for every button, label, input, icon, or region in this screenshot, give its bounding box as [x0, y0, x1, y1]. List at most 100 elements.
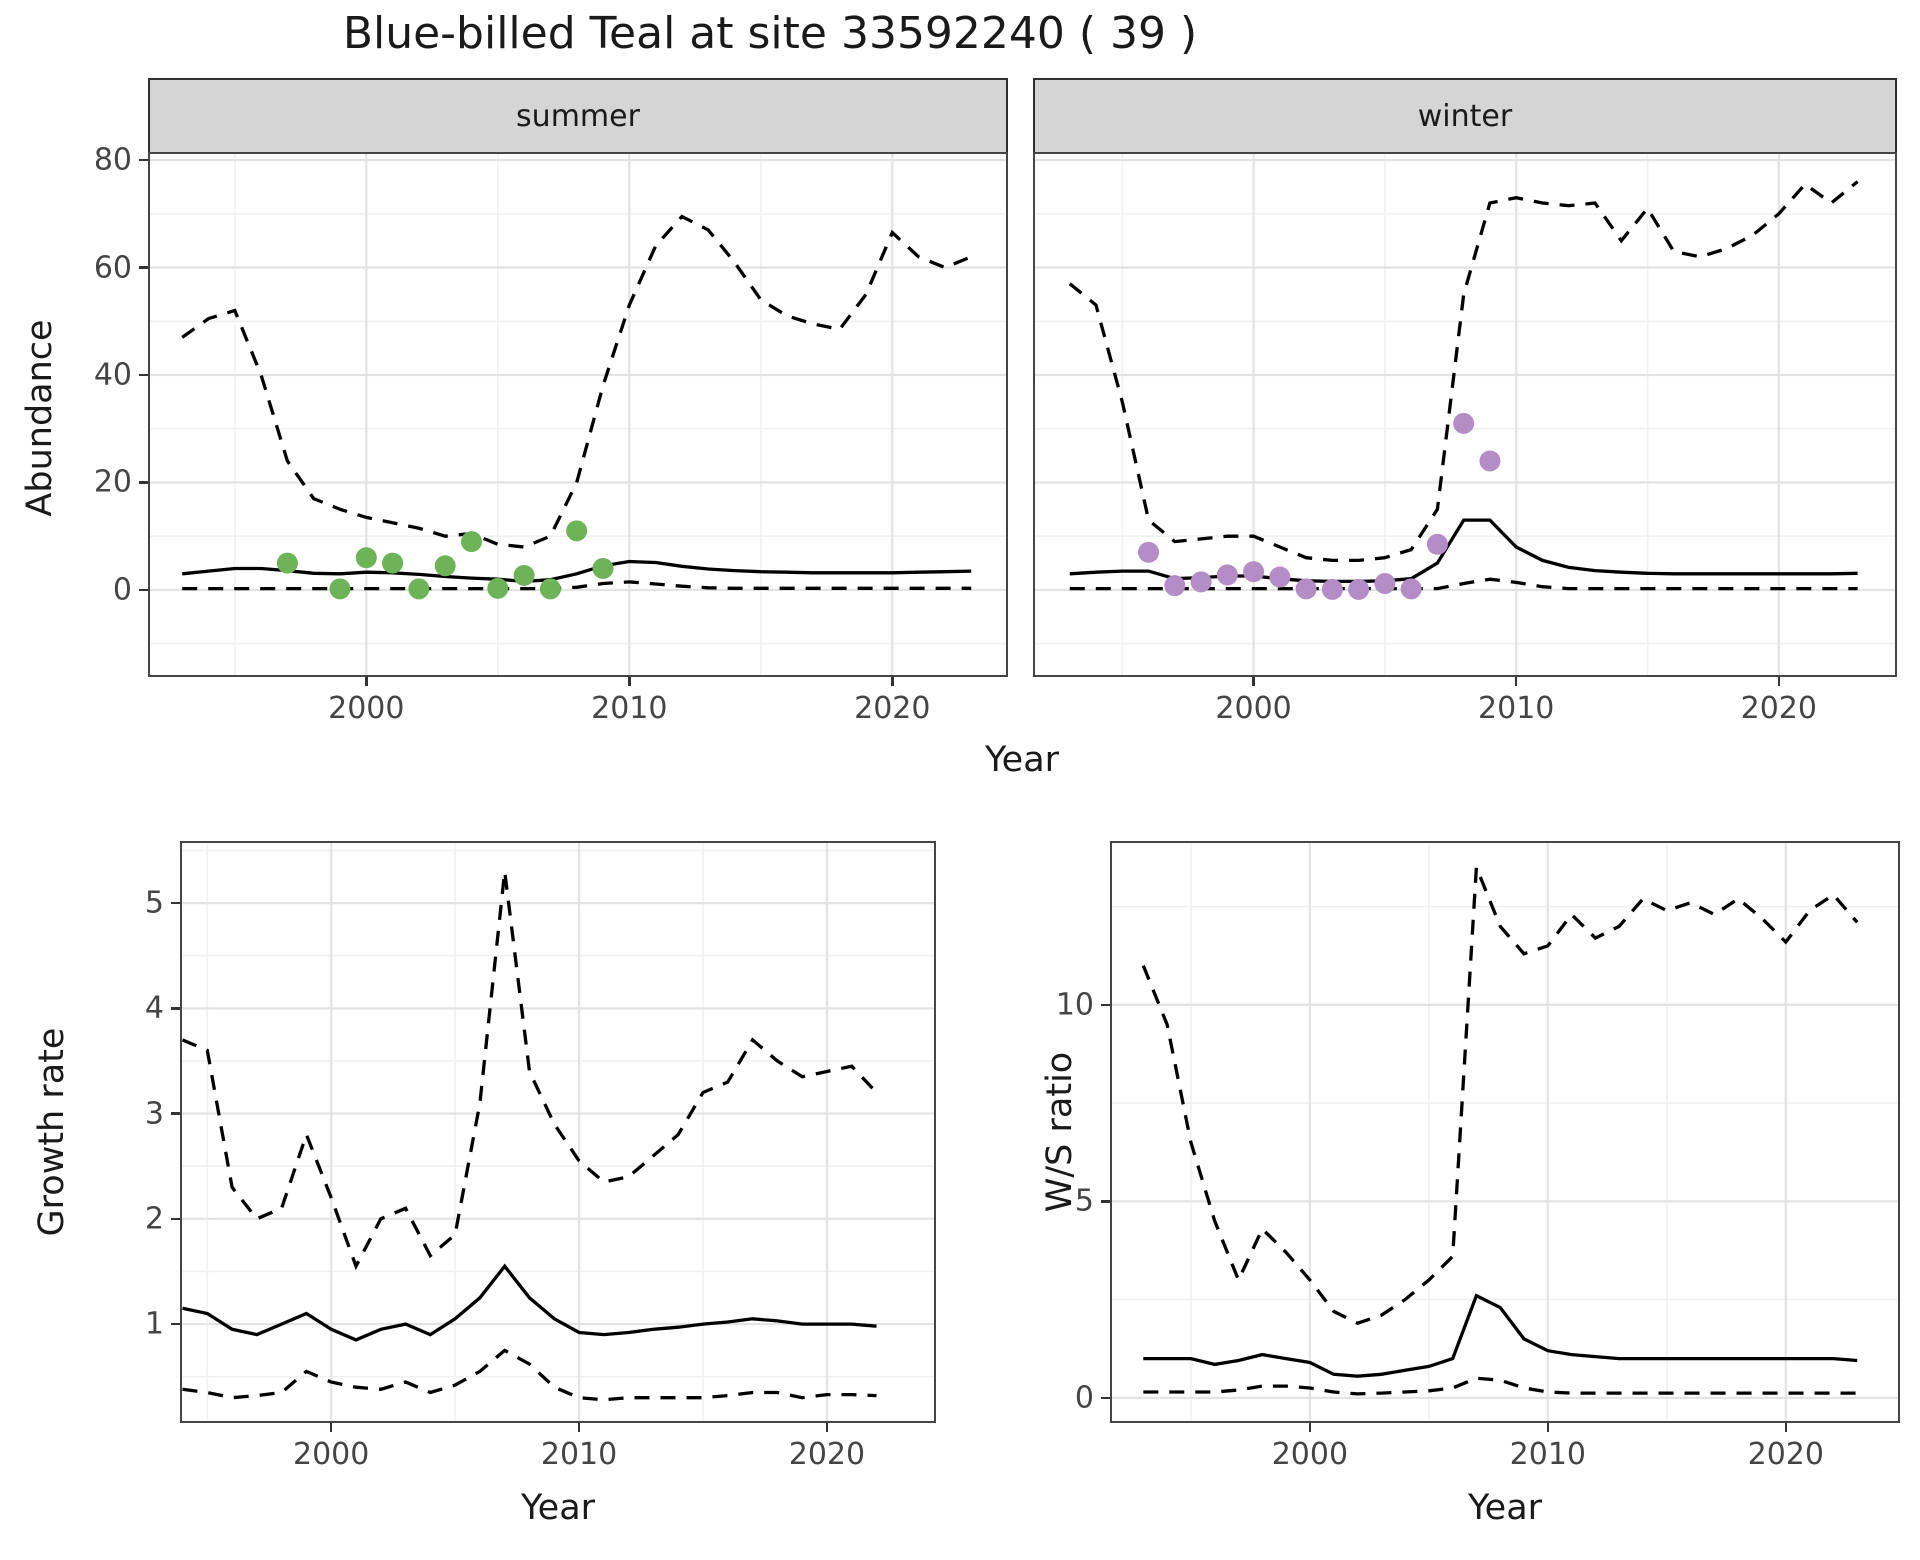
observation-point — [513, 564, 535, 586]
panel-ws-ratio — [1110, 841, 1900, 1423]
facet-strip-winter: winter — [1033, 78, 1897, 154]
x-tick-label: 2010 — [591, 691, 668, 726]
ci-upper-line — [181, 214, 972, 549]
y-axis-title-growth-rate: Growth rate — [32, 1027, 72, 1237]
x-tick-mark — [825, 1423, 829, 1432]
observation-point — [1243, 561, 1265, 583]
y-tick-label: 40 — [93, 357, 132, 393]
x-tick-label: 2010 — [540, 1437, 618, 1472]
y-tick-label: 0 — [112, 572, 132, 608]
x-tick-label: 2020 — [788, 1437, 866, 1472]
x-tick-label: 2000 — [1271, 1437, 1349, 1472]
observation-point — [329, 578, 351, 600]
observation-point — [434, 555, 456, 577]
x-tick-mark — [628, 677, 631, 686]
x-tick-mark — [577, 1423, 581, 1432]
observation-point — [487, 577, 509, 599]
chart-title: Blue-billed Teal at site 33592240 ( 39 ) — [342, 8, 1198, 59]
facet-strip-label: winter — [1417, 98, 1513, 134]
observation-point — [592, 557, 614, 579]
observation-point — [1400, 578, 1422, 600]
observation-point — [1321, 578, 1343, 600]
observation-point — [1479, 450, 1501, 472]
x-tick-label: 2020 — [1740, 691, 1817, 726]
median-line — [1143, 1293, 1858, 1378]
observation-point — [276, 552, 298, 574]
median-line — [182, 1263, 877, 1342]
x-tick-mark — [1308, 1423, 1312, 1432]
observation-point — [355, 547, 377, 569]
y-tick-label: 1 — [144, 1306, 164, 1342]
observation-point — [1295, 578, 1317, 600]
y-tick-mark — [139, 158, 148, 162]
observation-point — [1216, 564, 1238, 586]
y-tick-label: 4 — [144, 990, 164, 1026]
observation-point — [1190, 571, 1212, 593]
growth-rate-plot — [182, 843, 934, 1421]
observation-point — [539, 578, 561, 600]
y-tick-mark — [171, 901, 180, 905]
y-tick-mark — [139, 373, 148, 377]
panel-growth-rate — [180, 841, 936, 1423]
y-tick-mark — [171, 1217, 180, 1221]
y-tick-label: 5 — [144, 885, 164, 921]
observation-point — [1164, 575, 1186, 597]
median-line — [1069, 518, 1858, 584]
y-tick-label: 3 — [144, 1096, 164, 1132]
facet-strip-label: summer — [516, 98, 640, 134]
y-tick-mark — [1101, 1396, 1110, 1400]
x-tick-label: 2010 — [1509, 1437, 1587, 1472]
observation-point — [1453, 412, 1475, 434]
y-tick-mark — [139, 266, 148, 269]
observation-point — [408, 578, 430, 600]
x-tick-label: 2010 — [1478, 691, 1555, 726]
y-tick-mark — [139, 481, 148, 484]
observation-point — [1426, 533, 1448, 555]
y-tick-label: 20 — [93, 464, 132, 500]
x-tick-mark — [1784, 1423, 1788, 1432]
facet-strip-summer: summer — [148, 78, 1008, 154]
y-tick-mark — [171, 1322, 180, 1326]
y-tick-mark — [171, 1007, 180, 1010]
y-tick-label: 5 — [1074, 1183, 1094, 1219]
x-tick-label: 2000 — [293, 1437, 370, 1472]
ci-upper-line — [182, 871, 878, 1271]
x-tick-mark — [365, 677, 368, 686]
x-tick-label: 2000 — [1215, 691, 1292, 726]
observation-point — [460, 531, 482, 553]
y-tick-mark — [171, 1112, 180, 1115]
x-tick-mark — [1546, 1423, 1550, 1432]
x-tick-mark — [1777, 677, 1781, 686]
x-tick-label: 2020 — [854, 691, 931, 726]
ci-lower-line — [182, 580, 972, 591]
y-tick-label: 60 — [93, 250, 132, 286]
ws-ratio-plot — [1112, 843, 1898, 1421]
y-tick-label: 10 — [1055, 987, 1094, 1023]
x-tick-label: 2000 — [328, 691, 405, 726]
x-axis-title-top: Year — [984, 740, 1060, 780]
ci-upper-line — [1068, 180, 1859, 563]
observation-point — [382, 552, 404, 574]
y-tick-mark — [139, 588, 148, 592]
y-axis-title-abundance: Abundance — [20, 319, 60, 517]
ci-upper-line — [1141, 866, 1859, 1325]
panel-abundance-winter — [1033, 152, 1897, 677]
median-line — [182, 559, 972, 584]
ci-lower-line — [1069, 577, 1858, 591]
abundance-summer-plot — [150, 154, 1006, 675]
panel-abundance-summer — [148, 152, 1008, 677]
y-tick-label: 80 — [93, 142, 132, 178]
abundance-winter-plot — [1035, 154, 1895, 675]
observation-point — [566, 520, 588, 542]
observation-point — [1374, 572, 1396, 594]
x-tick-mark — [1514, 677, 1518, 686]
observation-point — [1138, 541, 1160, 563]
x-tick-mark — [1252, 677, 1255, 686]
y-tick-mark — [1101, 1003, 1110, 1007]
y-tick-label: 2 — [144, 1201, 164, 1237]
ci-lower-line — [1143, 1376, 1858, 1396]
x-tick-mark — [329, 1423, 333, 1432]
x-axis-title-bottom-right: Year — [1467, 1488, 1543, 1528]
ci-lower-line — [182, 1348, 877, 1402]
x-tick-label: 2020 — [1747, 1437, 1824, 1472]
